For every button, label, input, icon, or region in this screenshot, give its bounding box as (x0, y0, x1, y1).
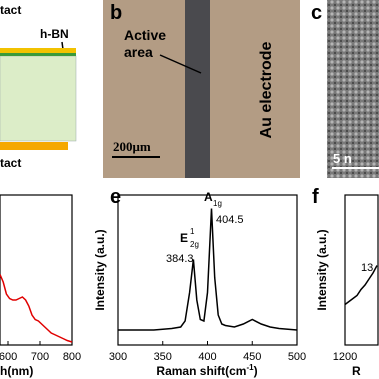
x-axis-label: R (352, 364, 361, 378)
spectrum-line (0, 274, 73, 343)
peak-value: 404.5 (216, 214, 244, 226)
hbn-layer (0, 53, 76, 56)
active-stripe (185, 0, 210, 178)
panel-label: c (311, 2, 322, 24)
peak-label: E (180, 231, 188, 245)
substrate (0, 55, 77, 142)
contact-label: tact (0, 156, 21, 170)
text-part: -1 (246, 363, 254, 372)
y-axis-label: Intensity (a.u.) (93, 229, 107, 310)
bottom-contact (0, 142, 68, 150)
arrow (159, 54, 202, 74)
tem-image (327, 0, 379, 178)
panel-b: b Active area Au electrode 200μm (103, 0, 300, 178)
scale-bar-label: 5 n (333, 151, 352, 166)
peak-label: 1 (190, 227, 195, 236)
panel-label: b (110, 2, 122, 24)
text-part: ) (254, 364, 258, 378)
electrode-label: Au electrode (258, 41, 275, 138)
x-axis-label: h(nm) (0, 364, 33, 378)
x-tick-label: 400 (198, 351, 216, 363)
plot-frame (344, 194, 379, 346)
x-tick-label: 700 (31, 351, 49, 363)
panel-c: c 5 n (311, 0, 379, 178)
text-part: Raman shift(cm (156, 364, 246, 378)
x-tick-label: 600 (0, 351, 17, 363)
y-axis-label: Intensity (a.u.) (315, 229, 329, 310)
peak-label: 2g (190, 240, 199, 249)
peak-value: 13 (361, 262, 373, 274)
scale-bar-label: 200μm (113, 139, 151, 154)
x-tick-label: 450 (243, 351, 261, 363)
x-tick-label: 300 (109, 351, 127, 363)
spectrum-line (118, 208, 298, 331)
contact-label: tact (0, 3, 21, 17)
panel-label: e (110, 186, 121, 208)
x-axis-label: Raman shift(cm-1) (156, 363, 257, 378)
x-tick-label: 500 (288, 351, 306, 363)
plot-frame (117, 194, 298, 346)
peak-label: 1g (213, 199, 222, 208)
x-tick-label: 800 (63, 351, 81, 363)
peak-label: A (204, 190, 213, 204)
hbn-label: h-BN (40, 27, 69, 41)
x-tick-label: 1200 (333, 351, 357, 363)
spectrum-line (344, 265, 378, 306)
annotation: Active (124, 27, 166, 43)
plot-frame (0, 194, 73, 346)
panel-a: tact h-BN tact (0, 3, 77, 170)
x-tick-label: 350 (154, 351, 172, 363)
panel-label: f (312, 186, 319, 208)
contact-layer (0, 48, 76, 53)
peak-value: 384.3 (166, 253, 194, 265)
annotation: area (124, 44, 153, 60)
